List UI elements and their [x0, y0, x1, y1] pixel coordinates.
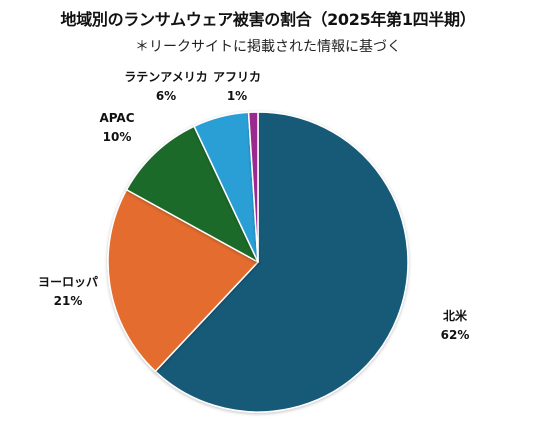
pie-slice-0 [154, 111, 409, 413]
slice-value-label: 6% [156, 89, 176, 103]
chart-title: 地域別のランサムウェア被害の割合（2025年第1四半期） [60, 10, 476, 29]
chart-subtitle: ＊リークサイトに掲載された情報に基づく [135, 39, 401, 55]
pie-slice-2 [125, 125, 259, 263]
pie-labels: 北米 62% ヨーロッパ 21% APAC 10% ラテンアメリカ 6% アフリカ 1% [38, 70, 469, 342]
pie-slices [107, 111, 409, 413]
slice-name-label: 北米 [443, 308, 468, 323]
slice-value-label: 10% [103, 130, 132, 144]
slice-name-label: アフリカ [213, 70, 261, 84]
pie-slice-4 [247, 111, 259, 263]
slice-name-label: ラテンアメリカ [124, 70, 207, 84]
pie-slice-1 [107, 188, 259, 373]
slice-value-label: 1% [227, 89, 247, 103]
slice-name-label: APAC [99, 111, 134, 125]
slice-value-label: 62% [441, 328, 470, 342]
slice-name-label: ヨーロッパ [38, 275, 98, 289]
slice-value-label: 21% [54, 294, 83, 308]
